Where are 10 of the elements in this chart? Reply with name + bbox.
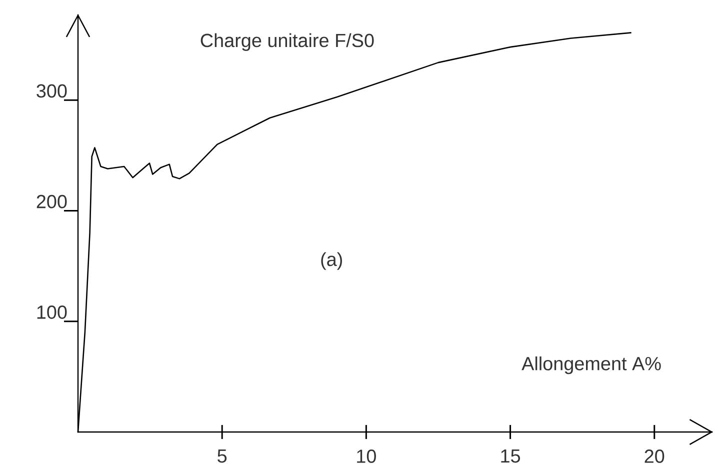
y-axis-title: Charge unitaire F/S0	[200, 33, 374, 51]
annotation: (a)	[321, 252, 342, 270]
x-tick-label: 20	[644, 450, 664, 463]
x-tick-label: 5	[218, 450, 227, 463]
x-axis-title: Allongement A%	[522, 356, 661, 374]
y-tick-label: 100	[37, 305, 67, 319]
y-tick-label: 300	[36, 84, 67, 98]
x-tick-label: 15	[501, 450, 520, 463]
y-tick-label: 200	[36, 194, 67, 208]
x-tick-label: 10	[357, 450, 376, 463]
